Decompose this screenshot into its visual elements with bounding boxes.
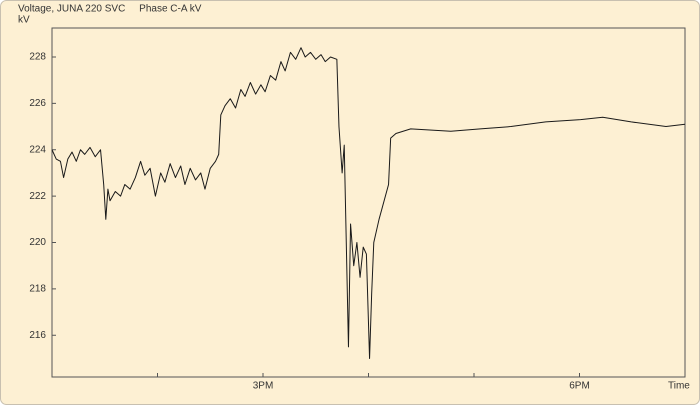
y-axis-label: kV xyxy=(18,15,30,26)
y-tick-label: 226 xyxy=(29,98,46,109)
y-tick-label: 228 xyxy=(29,52,46,63)
y-tick-label: 220 xyxy=(29,237,46,248)
data-line xyxy=(51,47,686,359)
x-tick-label: 6PM xyxy=(569,381,590,392)
y-tick-label: 218 xyxy=(29,284,46,295)
x-axis-label: Time xyxy=(668,381,690,392)
y-tick-label: 222 xyxy=(29,191,46,202)
y-tick-label: 224 xyxy=(29,144,46,155)
chart-title: Voltage, JUNA 220 SVC Phase C-A kV xyxy=(18,4,202,15)
x-tick-label: 3PM xyxy=(253,381,274,392)
y-tick-label: 216 xyxy=(29,330,46,341)
